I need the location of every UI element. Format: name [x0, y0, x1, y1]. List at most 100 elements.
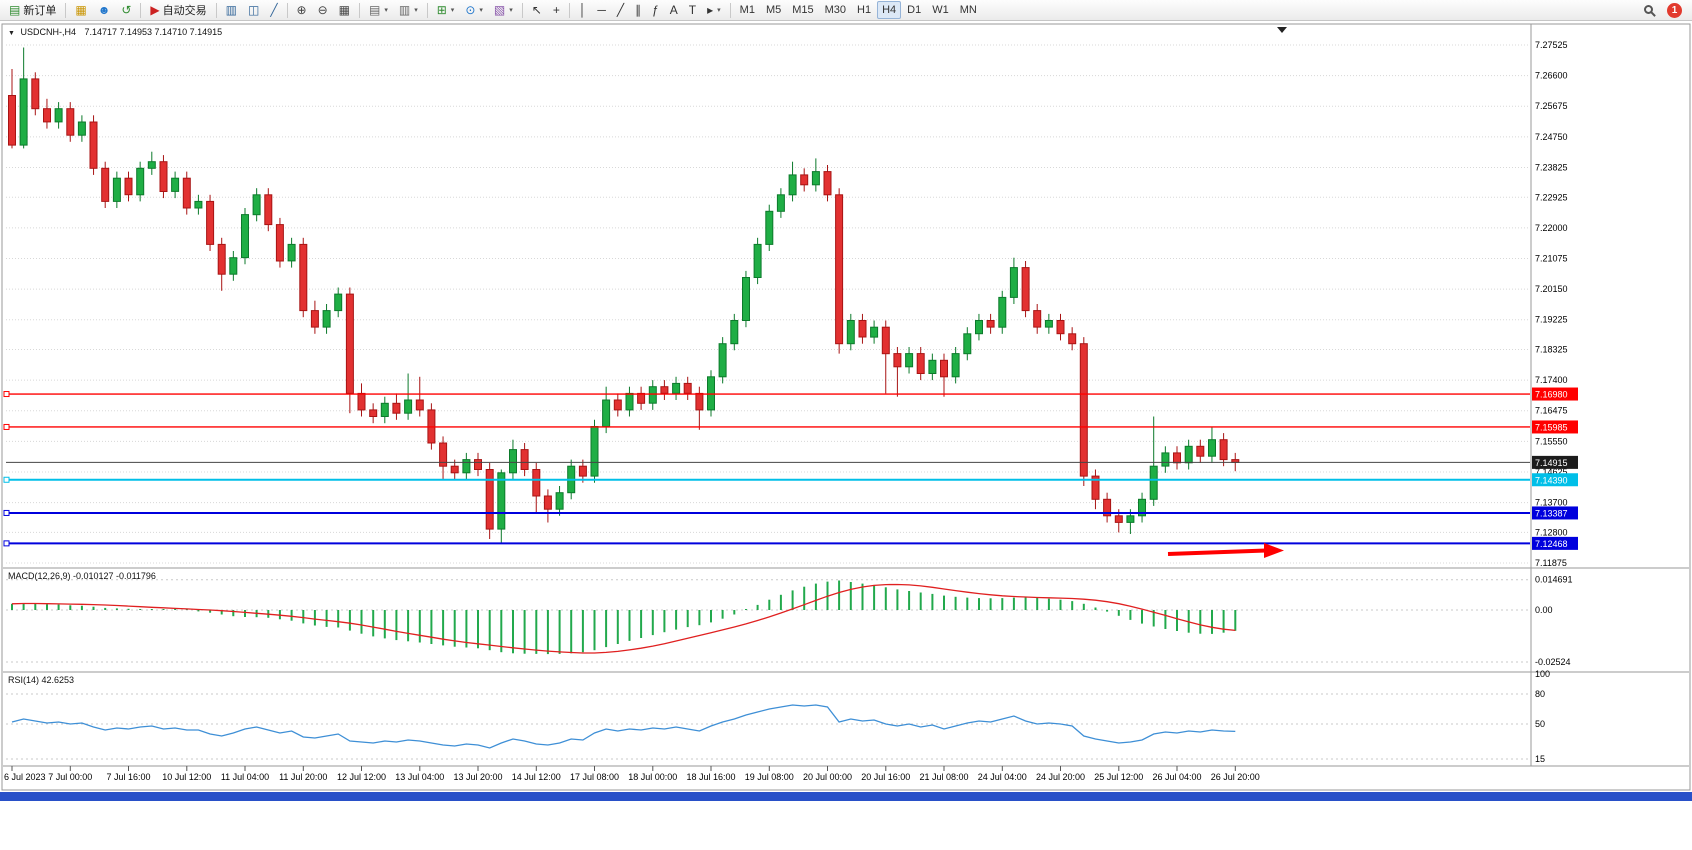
add-indicator-button[interactable]: ⊞ ▾: [432, 1, 460, 19]
toolbar-separator: [426, 2, 428, 18]
candlestick-chart-button[interactable]: ◫: [243, 1, 264, 19]
arrows-menu-button[interactable]: ▸ ▾: [702, 1, 726, 19]
label-button[interactable]: T: [684, 1, 701, 19]
tf-m1-button[interactable]: M1: [735, 1, 760, 19]
svg-text:7.11875: 7.11875: [1535, 558, 1567, 568]
search-icon: [1644, 4, 1653, 14]
svg-text:18 Jul 16:00: 18 Jul 16:00: [686, 772, 735, 782]
svg-text:7.25675: 7.25675: [1535, 101, 1568, 111]
chart-menu-icon[interactable]: ▼: [8, 30, 15, 37]
toolbar-separator: [65, 2, 67, 18]
toolbar: ▤ 新订单 ▦ ☻ ↺ ▶ 自动交易 ▥ ◫ ╱ ⊕ ⊖ ▦ ▤ ▾ ▥ ▾ ⊞ ▾ ⊙ ▾ ▧ ▾ ↖ + │ ─ ╱ ∥ ƒ A T ▸ ▾ M…: [0, 0, 1692, 21]
tile-windows-button[interactable]: ▦: [334, 1, 355, 19]
svg-text:12 Jul 12:00: 12 Jul 12:00: [337, 772, 386, 782]
svg-text:7.22925: 7.22925: [1535, 192, 1568, 202]
notification-badge[interactable]: 1: [1667, 2, 1682, 18]
chart-ohlc-values: 7.14717 7.14953 7.14710 7.14915: [84, 27, 223, 37]
tf-m5-button[interactable]: M5: [761, 1, 786, 19]
svg-text:6 Jul 2023: 6 Jul 2023: [4, 772, 46, 782]
tf-w1-button-label: W1: [932, 4, 949, 16]
svg-text:17 Jul 08:00: 17 Jul 08:00: [570, 772, 619, 782]
toolbar-separator: [286, 2, 288, 18]
vertical-line-button[interactable]: │: [574, 1, 592, 19]
tf-h4-button[interactable]: H4: [877, 1, 902, 19]
svg-text:7.17400: 7.17400: [1535, 375, 1568, 385]
svg-text:7.27525: 7.27525: [1535, 40, 1568, 50]
time-axis[interactable]: 6 Jul 2023 7 Jul 00:00 7 Jul 16:00 10 Jul 1…: [4, 766, 1260, 782]
hline-7.12468[interactable]: 7.12468: [3, 536, 1578, 550]
svg-text:20 Jul 16:00: 20 Jul 16:00: [861, 772, 910, 782]
svg-text:13 Jul 04:00: 13 Jul 04:00: [395, 772, 444, 782]
bottom-strip: [0, 792, 1692, 801]
bar-chart-button[interactable]: ▥: [221, 1, 242, 19]
svg-text:7.15985: 7.15985: [1535, 422, 1568, 432]
horizontal-line-icon: ─: [597, 3, 606, 17]
tf-h4-button-label: H4: [882, 4, 897, 16]
profiles-button[interactable]: ☻: [93, 1, 116, 19]
zoom-in-button[interactable]: ⊕: [292, 1, 312, 19]
hline-7.14390[interactable]: 7.14390: [3, 473, 1578, 487]
channel-button[interactable]: ∥: [630, 1, 646, 19]
new-chart-button[interactable]: ▦: [70, 1, 91, 19]
trendline-icon: ╱: [616, 3, 625, 17]
svg-text:24 Jul 20:00: 24 Jul 20:00: [1036, 772, 1085, 782]
auto-trading-button-label: 自动交易: [162, 5, 207, 17]
trend-arrow[interactable]: [1167, 543, 1284, 558]
macd-pane: [6, 579, 1530, 663]
fibonacci-button[interactable]: ƒ: [647, 1, 664, 19]
data-refresh-icon: ↺: [121, 3, 132, 17]
data-refresh-button[interactable]: ↺: [116, 1, 136, 19]
svg-text:26 Jul 20:00: 26 Jul 20:00: [1211, 772, 1260, 782]
zoom-in-icon: ⊕: [296, 3, 307, 17]
cursor-button[interactable]: ↖: [527, 1, 547, 19]
chart-title: ▼ USDCNH-,H4 7.14717 7.14953 7.14710 7.1…: [8, 27, 222, 37]
svg-text:11 Jul 20:00: 11 Jul 20:00: [279, 772, 327, 782]
arrange-windows-button[interactable]: ▤ ▾: [364, 1, 393, 19]
svg-text:7.20150: 7.20150: [1535, 284, 1568, 294]
chevron-down-icon: ▾: [414, 7, 418, 14]
svg-text:80: 80: [1535, 689, 1545, 699]
tf-mn-button[interactable]: MN: [955, 1, 982, 19]
period-button[interactable]: ⊙ ▾: [460, 1, 488, 19]
template-button[interactable]: ▧ ▾: [489, 1, 518, 19]
tf-m15-button[interactable]: M15: [787, 1, 818, 19]
svg-text:7.14390: 7.14390: [1535, 475, 1568, 485]
tf-d1-button-label: D1: [907, 4, 922, 16]
price-scale[interactable]: 7.27525 7.26600 7.25675 7.24750 7.23825 7.229…: [1535, 40, 1573, 764]
hline-7.14915[interactable]: 7.14915: [6, 455, 1578, 469]
horizontal-line-button[interactable]: ─: [592, 1, 611, 19]
text-button[interactable]: A: [665, 1, 683, 19]
zoom-out-icon: ⊖: [317, 3, 328, 17]
vertical-line-icon: │: [578, 3, 587, 17]
trendline-button[interactable]: ╱: [612, 1, 629, 19]
macd-histogram: [11, 580, 1237, 655]
zoom-out-button[interactable]: ⊖: [313, 1, 333, 19]
tf-d1-button[interactable]: D1: [902, 1, 926, 19]
hline-7.16980[interactable]: 7.16980: [3, 387, 1578, 401]
hline-7.13387[interactable]: 7.13387: [3, 506, 1578, 520]
new-order-button[interactable]: ▤ 新订单: [4, 1, 61, 19]
auto-arrange-button[interactable]: ▥ ▾: [394, 1, 423, 19]
tf-m1-button-label: M1: [739, 4, 755, 16]
chart-shift-marker: [1277, 27, 1287, 33]
new-order-icon: ▤: [9, 3, 21, 17]
crosshair-button[interactable]: +: [548, 1, 565, 19]
chevron-down-icon: ▾: [479, 7, 483, 14]
svg-text:7.13387: 7.13387: [1535, 508, 1568, 518]
template-icon: ▧: [493, 3, 506, 17]
svg-text:18 Jul 00:00: 18 Jul 00:00: [628, 772, 677, 782]
svg-text:7.14915: 7.14915: [1535, 458, 1568, 468]
tf-h1-button[interactable]: H1: [852, 1, 876, 19]
svg-text:7.22000: 7.22000: [1535, 223, 1568, 233]
search-button[interactable]: [1639, 1, 1664, 19]
line-chart-button[interactable]: ╱: [265, 1, 282, 19]
auto-trading-button[interactable]: ▶ 自动交易: [145, 1, 211, 19]
tf-m30-button-label: M30: [824, 4, 847, 16]
label-icon: T: [688, 3, 697, 17]
tf-m30-button[interactable]: M30: [820, 1, 851, 19]
hline-7.15985[interactable]: 7.15985: [3, 420, 1578, 434]
svg-text:7 Jul 16:00: 7 Jul 16:00: [106, 772, 150, 782]
macd-signal-line: [11, 583, 1236, 654]
tf-w1-button[interactable]: W1: [927, 1, 954, 19]
toolbar-separator: [521, 2, 523, 18]
